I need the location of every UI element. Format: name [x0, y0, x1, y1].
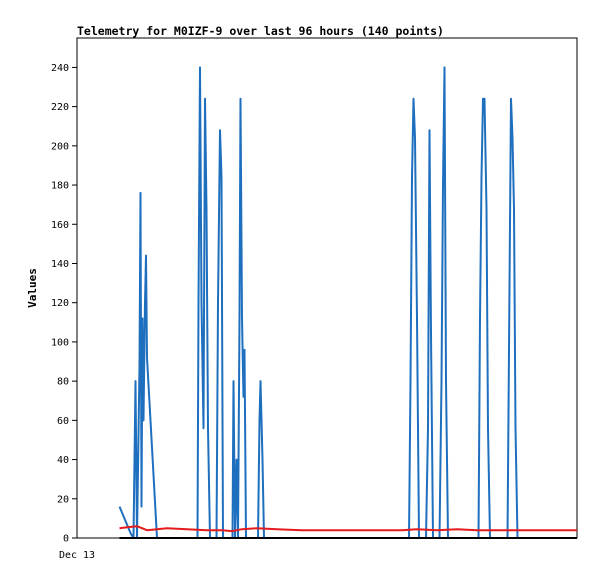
y-tick-label: 100	[51, 337, 69, 348]
y-tick-label: 40	[57, 455, 69, 466]
chart-title: Telemetry for M0IZF-9 over last 96 hours…	[77, 24, 444, 38]
y-tick-label: 0	[63, 534, 69, 545]
y-tick-label: 60	[57, 416, 69, 427]
y-axis-label: Values	[26, 268, 39, 308]
y-tick-label: 180	[51, 181, 69, 192]
y-tick-label: 80	[57, 377, 69, 388]
y-tick-label: 140	[51, 259, 69, 270]
y-tick-label: 20	[57, 494, 69, 505]
y-tick-label: 240	[51, 63, 69, 74]
y-tick-label: 200	[51, 141, 69, 152]
series-line-1	[118, 66, 519, 539]
y-tick-label: 120	[51, 298, 69, 309]
x-tick-label: Dec 13	[59, 550, 95, 561]
series-line-2	[119, 525, 577, 533]
x-axis: Dec 13	[59, 550, 95, 561]
y-tick-label: 220	[51, 102, 69, 113]
series-layer	[118, 66, 577, 539]
y-tick-label: 160	[51, 220, 69, 231]
y-axis: 0 20 40 60 80 100 120 140 160 180 200 220 240	[51, 63, 77, 545]
